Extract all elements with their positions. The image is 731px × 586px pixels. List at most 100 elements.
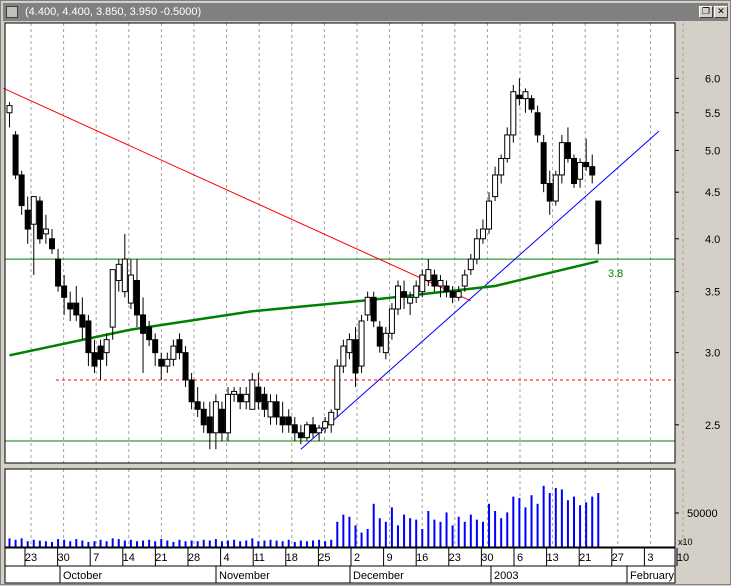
candle-body-up [577,162,584,180]
candle [188,372,195,410]
candle [48,229,55,254]
candle-body-up [303,424,310,439]
candle [510,84,517,143]
x-tick-label: 4 [224,552,230,564]
candle-body-up [115,263,122,281]
candle-body-down [36,200,43,240]
candle [6,102,13,128]
candle [146,320,153,347]
candle-body-down [291,424,298,434]
volume-panel-border [4,468,676,548]
candle [206,401,213,450]
candle [279,401,286,433]
candle-body-down [285,416,292,426]
candle [273,394,280,425]
candle-body-down [158,358,165,367]
level-label: 3.8 [608,268,623,280]
candle-body-up [473,238,480,260]
candle-body-up [340,345,347,367]
candle [170,339,177,367]
candle-body-up [322,421,329,429]
candle-body-up [425,269,432,281]
month-label: February [630,570,675,582]
candle [249,372,256,410]
candle-body-up [455,291,462,298]
candle [79,297,86,340]
candle [158,352,165,380]
x-tick-label: 13 [546,552,558,564]
candle-body-up [30,196,37,225]
candle [231,387,238,402]
candle-body-down [206,416,213,434]
x-tick-label: 21 [579,552,591,564]
candle-body-down [97,345,104,360]
candle [255,372,262,410]
candle [401,280,408,309]
candle-body-up [109,269,116,328]
candle [583,138,590,171]
candle-body-up [413,285,420,298]
restore-button[interactable]: ❐ [699,6,713,18]
candle [407,291,414,315]
candle-body-up [364,296,371,316]
candle-body-down [516,94,523,100]
candle-body-down [279,416,286,426]
y-axis-area [675,23,729,463]
volume-multiplier-label: x10 [678,537,693,547]
candle-body-down [449,291,456,298]
x-tick-label: 2 [354,552,360,564]
candle-body-down [255,386,262,403]
x-tick-label: 16 [416,552,428,564]
volume-plot-area [5,469,675,547]
uptrend-trendline [300,130,660,450]
candle [334,359,341,417]
candle-body-up [231,390,238,395]
x-tick-label: 18 [286,552,298,564]
candle [449,286,456,304]
x-tick-label: 10 [677,552,689,564]
candle-body-up [479,228,486,240]
candle [437,275,444,298]
month-label: October [63,570,102,582]
chart-window-icon[interactable] [6,6,18,18]
x-tick-label: 30 [481,552,493,564]
candle-body-down [431,274,438,287]
candle-body-up [394,285,401,310]
x-axis: 23 30 7 14 21 28 4 11 18 25 2 9 16 23 30 6 13 21 27 3 10 Octo… [4,547,689,584]
close-button[interactable]: ✕ [714,6,728,18]
candle-body-down [540,142,547,184]
candle [467,253,474,276]
candle [297,424,304,445]
candle [461,269,468,292]
y-tick-label: 6.0 [705,73,720,85]
candle-body-up [558,142,565,176]
x-tick-label: 14 [123,552,135,564]
candle [182,346,189,388]
candle [140,297,147,373]
downtrend-trendline [3,87,472,302]
candle [176,333,183,360]
volume-tick-label: 50000 [687,508,718,520]
candle-body-down [146,326,153,341]
y-tick-label: 3.0 [705,348,720,360]
candle [225,387,232,441]
candle [133,259,140,328]
candle [364,291,371,321]
candle-body-up [103,339,110,354]
candle [12,131,19,180]
candle-body-down [534,112,541,136]
candle-body-down [310,424,316,434]
candle [303,421,310,441]
candle [322,416,329,433]
y-tick-label: 4.5 [705,187,720,199]
candle [91,339,98,373]
candle [73,286,80,321]
candle-body-up [522,91,529,100]
candle-body-down [79,314,86,328]
candle [55,248,62,292]
candle [218,401,225,441]
candle [552,170,559,206]
candle-body-up [328,411,335,426]
candle [413,280,420,304]
